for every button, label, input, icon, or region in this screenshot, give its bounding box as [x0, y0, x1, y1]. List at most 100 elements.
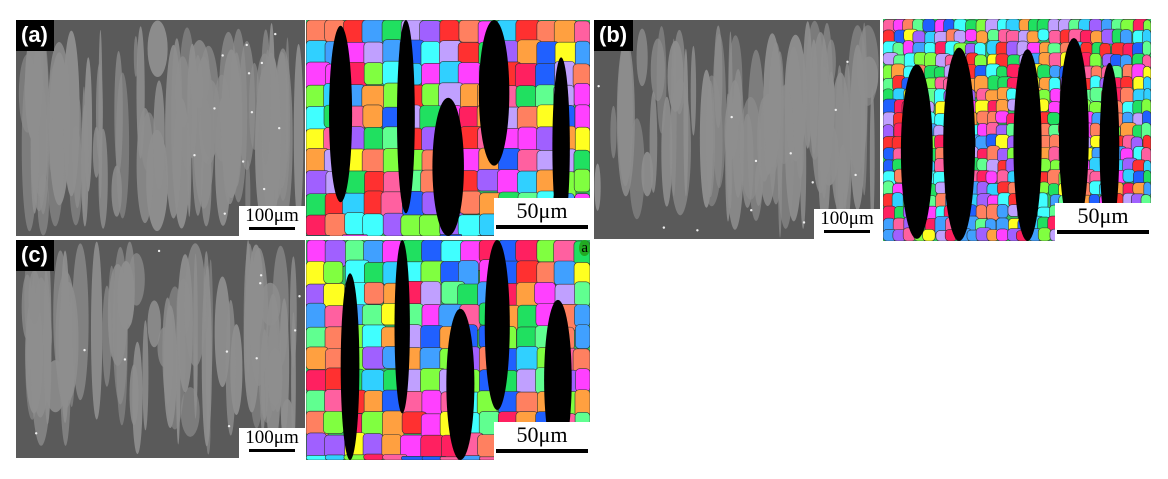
- unindexed-band: [943, 47, 976, 241]
- particle: [293, 329, 297, 332]
- light-phase-streak: [260, 29, 271, 165]
- particle: [255, 357, 258, 360]
- grain: [996, 228, 1009, 241]
- grain: [534, 282, 556, 305]
- unindexed-band: [396, 20, 415, 214]
- light-phase-streak: [847, 25, 868, 173]
- ebsd-grain-map: [306, 240, 590, 460]
- grain: [324, 213, 348, 236]
- light-phase-streak: [724, 101, 739, 160]
- light-phase-streak: [617, 41, 633, 187]
- light-phase-streak: [206, 408, 211, 455]
- particle: [247, 72, 251, 75]
- sem-micrograph: [16, 240, 305, 458]
- grain: [965, 29, 978, 42]
- ebsd-grain-map: [306, 20, 590, 236]
- scale-line: [496, 225, 588, 229]
- light-phase-streak: [184, 243, 207, 367]
- particle: [250, 111, 254, 114]
- light-phase-streak: [649, 91, 658, 193]
- panel-label-c: (c): [16, 240, 54, 271]
- scale-bar-a-ebsd: 50μm: [494, 198, 590, 236]
- light-phase-streak: [279, 298, 290, 434]
- particle: [278, 126, 281, 130]
- particle: [193, 153, 196, 157]
- light-phase-streak: [71, 243, 89, 401]
- grain: [553, 20, 578, 46]
- grain: [1048, 29, 1062, 45]
- light-phase-streak: [705, 80, 715, 198]
- grain: [1037, 227, 1052, 241]
- scale-line: [249, 227, 295, 230]
- grain: [362, 213, 384, 236]
- light-phase-streak: [285, 37, 290, 163]
- light-phase-streak: [594, 163, 601, 211]
- particle: [811, 181, 814, 184]
- light-phase-streak: [200, 79, 221, 158]
- particle: [83, 348, 86, 352]
- grain: [515, 346, 539, 373]
- light-phase-streak: [636, 28, 648, 87]
- particle: [259, 274, 263, 277]
- light-phase-streak: [117, 260, 135, 330]
- grain: [996, 204, 1009, 219]
- particle: [802, 221, 806, 224]
- panel-label-b: (b): [594, 20, 634, 51]
- ebsd-grain-map: [883, 19, 1151, 241]
- particle: [223, 212, 226, 215]
- unindexed-band: [484, 240, 510, 410]
- particle: [225, 350, 229, 353]
- scale-bar-a-sem: 100μm: [239, 206, 305, 236]
- sem-micrograph: [594, 20, 880, 239]
- light-phase-streak: [219, 31, 238, 155]
- grain: [362, 104, 384, 129]
- grain: [1089, 122, 1101, 138]
- unindexed-band: [1099, 62, 1120, 233]
- grain: [573, 82, 590, 108]
- light-phase-streak: [81, 104, 89, 227]
- grain: [1048, 183, 1060, 197]
- grain: [977, 123, 989, 137]
- grain: [459, 190, 482, 215]
- light-phase-streak: [830, 72, 851, 214]
- particle: [221, 54, 224, 57]
- unindexed-band: [544, 299, 572, 460]
- scale-bar-b-sem: 100μm: [814, 209, 880, 239]
- particle: [157, 249, 161, 253]
- light-phase-streak: [63, 30, 80, 197]
- grain: [515, 85, 537, 108]
- particle: [597, 84, 600, 88]
- light-phase-streak: [90, 241, 103, 420]
- grain: [575, 324, 590, 349]
- light-phase-streak: [208, 259, 213, 381]
- scale-line: [496, 449, 588, 453]
- particle: [854, 173, 857, 177]
- grain: [458, 20, 482, 43]
- grain: [421, 240, 445, 263]
- particle: [241, 160, 245, 163]
- light-phase-streak: [28, 270, 41, 325]
- ebsd-map-c: a 50μm: [306, 240, 590, 460]
- light-phase-streak: [147, 20, 168, 78]
- particle: [730, 115, 733, 119]
- particle: [274, 32, 277, 36]
- light-phase-streak: [142, 320, 149, 431]
- sem-image-c: (c) 100μm: [16, 240, 305, 458]
- scale-label: 100μm: [245, 205, 299, 226]
- scale-bar-c-ebsd: 50μm: [494, 422, 590, 460]
- unindexed-band: [1058, 38, 1089, 233]
- scale-line: [1057, 230, 1149, 234]
- particle: [662, 226, 666, 229]
- light-phase-streak: [136, 108, 154, 224]
- light-phase-streak: [25, 315, 39, 420]
- light-phase-streak: [163, 305, 177, 429]
- light-phase-streak: [712, 33, 727, 189]
- grain: [975, 30, 988, 45]
- corner-mark: a: [579, 240, 590, 256]
- unindexed-band: [446, 308, 475, 460]
- ebsd-map-a: 50μm: [306, 20, 590, 236]
- grain: [516, 368, 539, 395]
- unindexed-band: [432, 97, 464, 236]
- light-phase-streak: [610, 105, 617, 159]
- scale-label: 50μm: [1077, 203, 1129, 228]
